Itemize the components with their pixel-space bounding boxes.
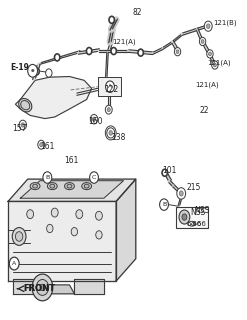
Circle shape [204, 21, 212, 31]
Text: B: B [162, 202, 166, 207]
Circle shape [76, 210, 83, 219]
Text: 138: 138 [111, 132, 125, 141]
Polygon shape [8, 201, 116, 281]
Text: 121(B): 121(B) [213, 20, 237, 26]
Ellipse shape [19, 99, 32, 112]
Circle shape [12, 228, 26, 245]
Circle shape [55, 54, 60, 61]
Text: o-66: o-66 [190, 221, 206, 227]
Circle shape [19, 120, 26, 130]
Text: 101: 101 [162, 166, 177, 175]
Bar [98, 77, 121, 96]
Bar [176, 207, 208, 228]
Text: 121(A): 121(A) [207, 60, 231, 66]
Circle shape [40, 284, 45, 291]
Polygon shape [13, 279, 35, 294]
Polygon shape [116, 179, 136, 281]
Text: ●: ● [31, 69, 34, 73]
Circle shape [212, 61, 218, 69]
Circle shape [90, 115, 98, 124]
Circle shape [107, 128, 115, 138]
Circle shape [111, 48, 116, 54]
Text: 161: 161 [64, 156, 79, 165]
Circle shape [206, 24, 210, 28]
Ellipse shape [82, 183, 92, 190]
Circle shape [201, 40, 204, 43]
Circle shape [38, 140, 45, 149]
Circle shape [105, 81, 114, 92]
Circle shape [162, 169, 167, 176]
Circle shape [179, 210, 190, 224]
Circle shape [182, 214, 187, 220]
Circle shape [174, 48, 181, 56]
Circle shape [138, 49, 144, 56]
Circle shape [34, 68, 39, 75]
Circle shape [43, 172, 52, 183]
Text: 161: 161 [40, 142, 54, 151]
Ellipse shape [84, 184, 89, 188]
Text: 82: 82 [132, 8, 142, 17]
Circle shape [27, 210, 34, 219]
Polygon shape [8, 179, 136, 201]
Text: 215: 215 [186, 183, 201, 192]
Polygon shape [20, 181, 124, 198]
Circle shape [176, 50, 179, 53]
Text: 121(A): 121(A) [195, 82, 218, 88]
Text: 160: 160 [88, 117, 103, 126]
Text: NSS: NSS [195, 205, 210, 214]
Circle shape [46, 69, 52, 77]
Text: A: A [108, 84, 112, 89]
Text: E-19: E-19 [11, 63, 29, 72]
Circle shape [109, 131, 112, 135]
Ellipse shape [50, 184, 55, 188]
Text: FRONT: FRONT [23, 284, 55, 293]
Text: 122: 122 [104, 85, 118, 94]
Circle shape [96, 211, 102, 220]
Circle shape [86, 48, 92, 54]
Circle shape [179, 191, 183, 196]
Circle shape [40, 143, 43, 147]
Text: B: B [45, 175, 49, 180]
Text: 121(A): 121(A) [112, 39, 136, 45]
Circle shape [15, 232, 23, 241]
Text: NSS: NSS [190, 208, 206, 217]
Ellipse shape [64, 183, 74, 190]
Circle shape [47, 224, 53, 233]
Ellipse shape [33, 184, 38, 188]
Text: o-66: o-66 [187, 221, 202, 227]
Polygon shape [35, 285, 74, 294]
Ellipse shape [30, 183, 40, 190]
Polygon shape [15, 76, 92, 119]
Text: C: C [92, 175, 96, 180]
Circle shape [21, 123, 24, 127]
Circle shape [213, 63, 216, 67]
Text: 22: 22 [200, 106, 209, 115]
Text: 157: 157 [12, 124, 26, 133]
Circle shape [71, 228, 78, 236]
Circle shape [208, 52, 211, 56]
Circle shape [109, 16, 114, 23]
Ellipse shape [21, 100, 30, 110]
Circle shape [177, 188, 186, 199]
Text: FRONT: FRONT [23, 284, 55, 293]
Polygon shape [74, 279, 104, 294]
Circle shape [92, 117, 96, 121]
Circle shape [51, 208, 58, 217]
Circle shape [105, 105, 112, 114]
Circle shape [32, 274, 53, 301]
Circle shape [90, 172, 99, 183]
Ellipse shape [188, 221, 195, 226]
Circle shape [199, 37, 206, 46]
Circle shape [96, 231, 102, 239]
Text: A: A [12, 261, 16, 266]
Circle shape [107, 108, 110, 112]
Ellipse shape [47, 183, 57, 190]
Circle shape [36, 279, 49, 295]
Ellipse shape [67, 184, 72, 188]
Circle shape [9, 257, 19, 270]
Circle shape [28, 64, 38, 77]
Circle shape [160, 199, 168, 210]
Circle shape [207, 50, 213, 58]
